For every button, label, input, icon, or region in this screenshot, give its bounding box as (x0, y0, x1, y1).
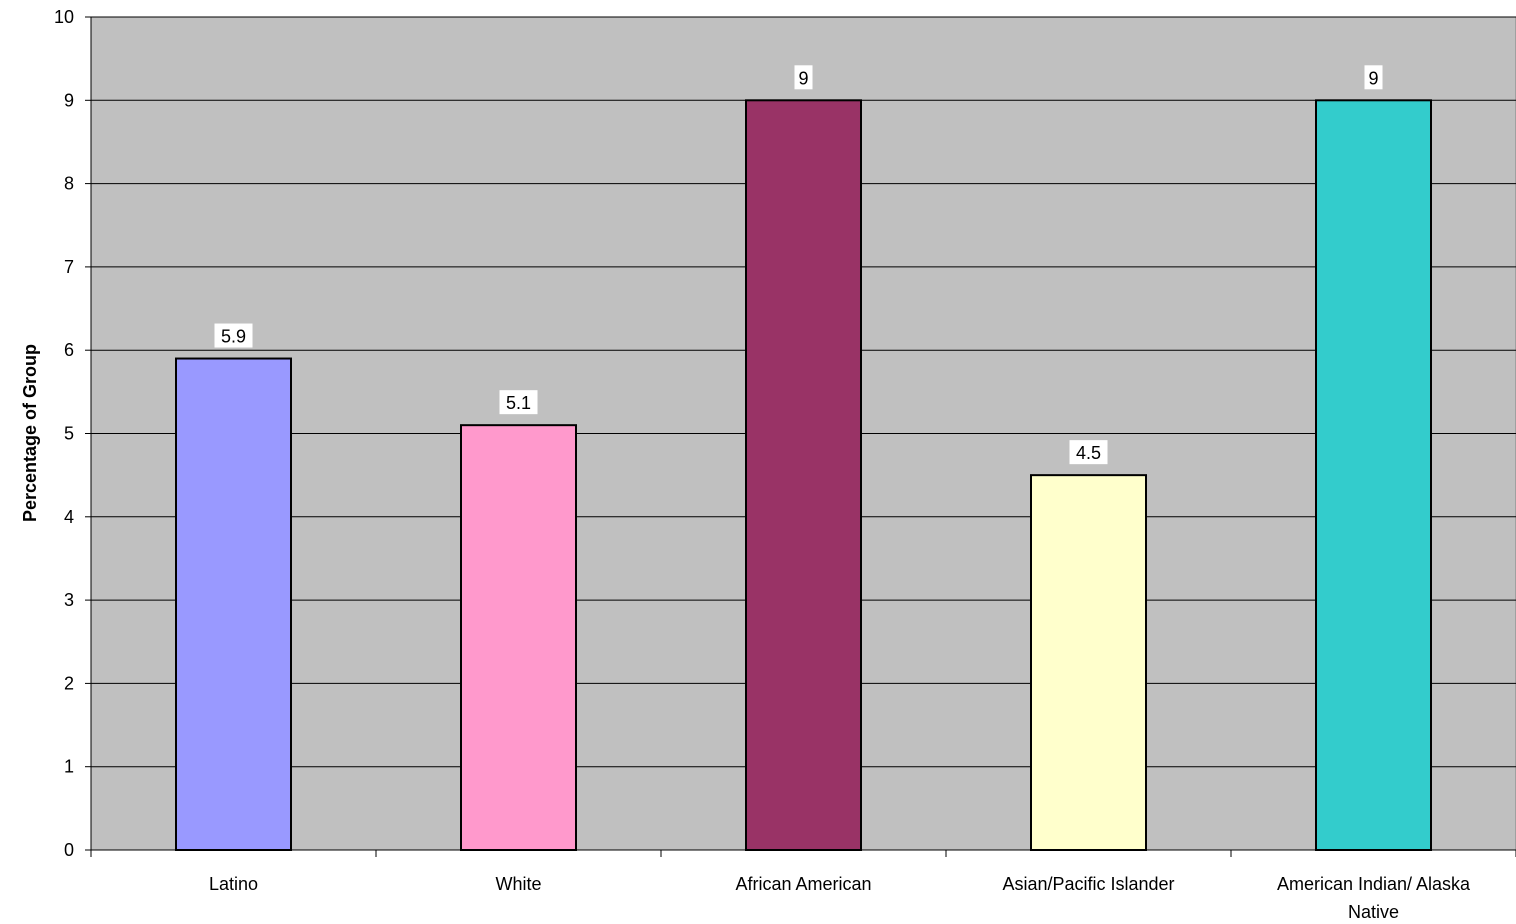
data-labels: 5.9 5.1 9 4.5 9 (214, 65, 1383, 465)
y-tick-label: 7 (64, 257, 74, 277)
x-category-label-line: African American (735, 874, 871, 894)
y-tick-label: 2 (64, 673, 74, 693)
bar (460, 424, 577, 851)
bar (745, 99, 862, 852)
x-category-label-line: American Indian/ Alaska (1277, 874, 1471, 894)
x-category-label-line: Native (1348, 902, 1399, 922)
data-label-background (1069, 440, 1108, 465)
y-tick-label: 10 (54, 7, 74, 27)
y-tick-label: 6 (64, 340, 74, 360)
x-category-label: American Indian/ Alaska Native (1277, 874, 1471, 922)
bar (1030, 474, 1147, 851)
data-label: 9 (798, 68, 808, 88)
x-category-label-line: Asian/Pacific Islander (1002, 874, 1174, 894)
data-label: 9 (1368, 68, 1378, 88)
data-label: 5.9 (221, 327, 246, 347)
y-tick-label: 3 (64, 590, 74, 610)
y-tick-label: 1 (64, 757, 74, 777)
y-tick-label: 0 (64, 840, 74, 860)
data-label-background (1364, 65, 1383, 90)
x-category-label: Asian/Pacific Islander (1002, 874, 1174, 894)
y-tick-label: 5 (64, 424, 74, 444)
axes (85, 16, 1516, 857)
x-category-label: African American (735, 874, 871, 894)
x-category-label-line: White (495, 874, 541, 894)
bar (1315, 99, 1432, 852)
y-tick-label: 4 (64, 507, 74, 527)
x-category-label: White (495, 874, 541, 894)
y-axis-title: Percentage of Group (20, 344, 40, 522)
data-label: 5.1 (506, 393, 531, 413)
x-category-label: Latino (209, 874, 258, 894)
y-tick-label: 8 (64, 174, 74, 194)
y-tick-label: 9 (64, 90, 74, 110)
data-label-background (214, 323, 253, 348)
x-category-labels: Latino White African American Asian/Pacific… (209, 874, 1471, 922)
bars (175, 99, 1432, 852)
bar (175, 357, 292, 851)
data-label: 4.5 (1076, 443, 1101, 463)
data-label-background (794, 65, 813, 90)
data-label-background (499, 390, 538, 415)
x-category-label-line: Latino (209, 874, 258, 894)
y-tick-labels: 0 1 2 3 4 5 6 7 8 9 10 (54, 7, 74, 860)
